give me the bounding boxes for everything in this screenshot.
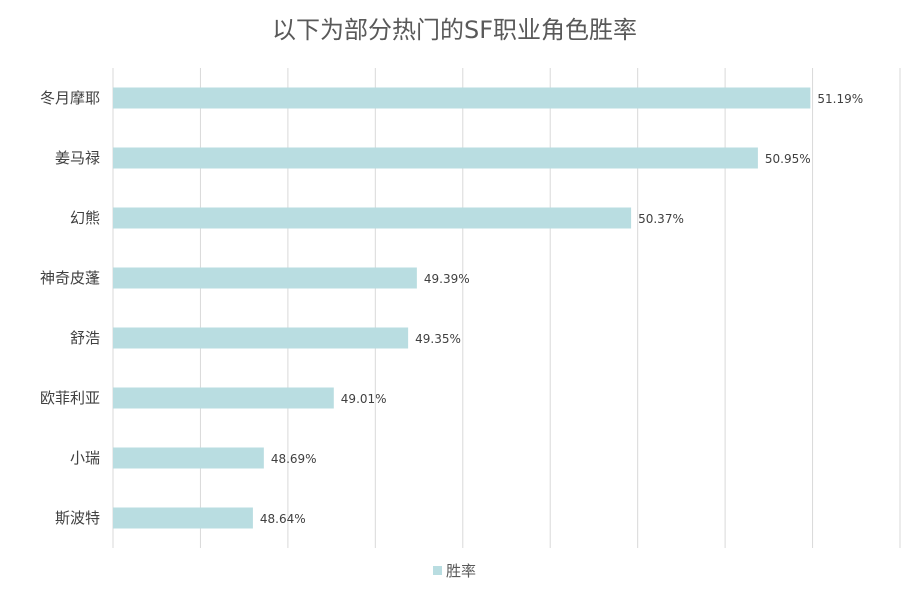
bar <box>113 327 409 349</box>
category-label: 欧菲利亚 <box>40 389 100 407</box>
legend: 胜率 <box>0 560 909 581</box>
category-label: 小瑞 <box>70 449 100 467</box>
data-label: 48.64% <box>260 512 306 526</box>
bars <box>113 87 811 529</box>
category-label: 舒浩 <box>70 329 100 347</box>
data-label: 49.01% <box>341 392 387 406</box>
data-label: 49.35% <box>415 332 461 346</box>
category-label: 姜马禄 <box>55 149 100 167</box>
legend-swatch <box>432 566 442 575</box>
data-label: 50.37% <box>638 212 684 226</box>
bar <box>113 507 253 529</box>
category-label: 斯波特 <box>55 509 100 527</box>
data-label: 48.69% <box>271 452 317 466</box>
gridlines <box>112 68 901 548</box>
bar <box>113 87 811 109</box>
bar <box>113 447 264 469</box>
category-label: 冬月摩耶 <box>40 89 100 107</box>
bar <box>113 147 758 169</box>
data-label: 51.19% <box>817 92 863 106</box>
bar <box>113 387 334 409</box>
legend-label: 胜率 <box>445 562 476 580</box>
category-label: 幻熊 <box>70 209 100 227</box>
data-label: 50.95% <box>765 152 811 166</box>
data-label: 49.39% <box>424 272 470 286</box>
category-label: 神奇皮蓬 <box>40 269 100 287</box>
value-labels: 51.19% 50.95% 50.37% 49.39% 49.35% 49.01% 48.6… <box>260 92 863 526</box>
bar <box>113 207 632 229</box>
bar <box>113 267 417 289</box>
chart-title: 以下为部分热门的SF职业角色胜率 <box>271 16 638 44</box>
